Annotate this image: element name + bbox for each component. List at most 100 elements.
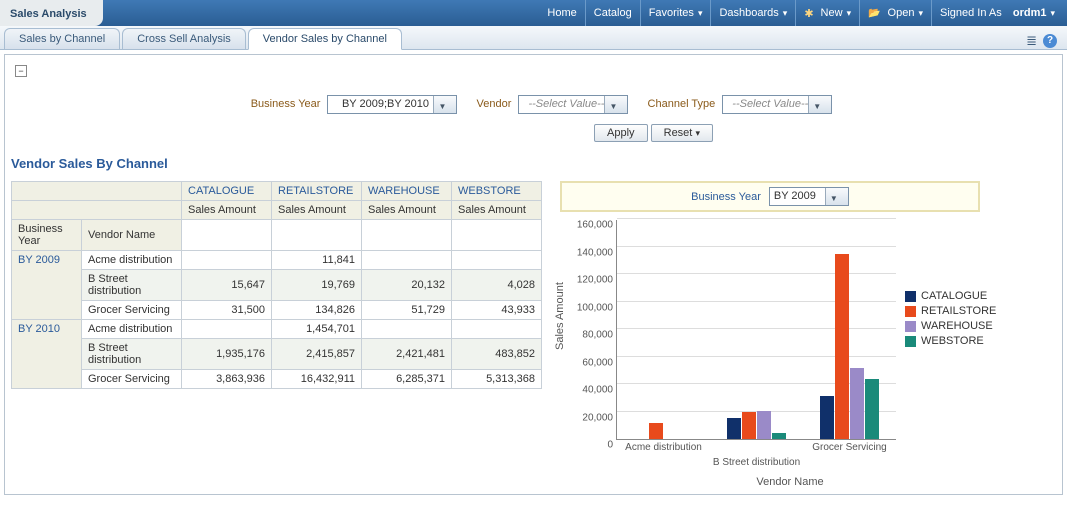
- legend-label: CATALOGUE: [921, 290, 987, 302]
- table-row: B Street distribution1,935,1762,415,8572…: [12, 339, 542, 370]
- chart-panel: Business Year BY 2009▼ Sales Amount 020,…: [560, 181, 980, 488]
- y-tick: 60,000: [582, 357, 617, 368]
- rowdim-year: Business Year: [12, 220, 82, 251]
- table-row: B Street distribution15,64719,76920,1324…: [12, 270, 542, 301]
- section-title: Vendor Sales By Channel: [11, 152, 1056, 181]
- vendor-cell: Acme distribution: [82, 320, 182, 339]
- pivot-table: CATALOGUE RETAILSTORE WAREHOUSE WEBSTORE…: [11, 181, 542, 389]
- legend-item: WEBSTORE: [905, 335, 996, 347]
- dropdown-icon: ▼: [825, 188, 848, 205]
- help-icon[interactable]: ?: [1043, 34, 1057, 48]
- bar-group: B Street distribution: [710, 220, 803, 439]
- legend-swatch: [905, 291, 916, 302]
- col-webstore[interactable]: WEBSTORE: [452, 182, 542, 201]
- signed-in-as[interactable]: Signed In As ordm1▾: [932, 0, 1067, 26]
- chevron-down-icon: ▾: [847, 8, 852, 19]
- apply-button[interactable]: Apply: [594, 124, 648, 142]
- filter-bar: Business Year BY 2009;BY 2010▼ Vendor --…: [11, 81, 1056, 120]
- value-cell: 4,028: [452, 270, 542, 301]
- dropdown-icon: ▼: [433, 96, 456, 113]
- app-title: Sales Analysis: [0, 0, 103, 26]
- y-tick: 80,000: [582, 330, 617, 341]
- value-cell: 11,841: [272, 251, 362, 270]
- options-icon[interactable]: ≣: [1026, 33, 1037, 49]
- year-cell[interactable]: BY 2009: [12, 251, 82, 320]
- filter-vendor-select[interactable]: --Select Value--▼: [518, 95, 628, 114]
- vendor-cell: Grocer Servicing: [82, 370, 182, 389]
- bar[interactable]: [820, 396, 834, 439]
- vendor-cell: B Street distribution: [82, 339, 182, 370]
- legend-item: CATALOGUE: [905, 290, 996, 302]
- y-tick: 160,000: [577, 220, 617, 231]
- value-cell: 43,933: [452, 301, 542, 320]
- legend-label: WEBSTORE: [921, 335, 984, 347]
- dropdown-icon: ▼: [604, 96, 627, 113]
- value-cell: 3,863,936: [182, 370, 272, 389]
- y-tick: 140,000: [577, 247, 617, 258]
- nav-open[interactable]: Open▾: [860, 0, 932, 26]
- value-cell: 15,647: [182, 270, 272, 301]
- value-cell: 16,432,911: [272, 370, 362, 389]
- filter-year-select[interactable]: BY 2009;BY 2010▼: [327, 95, 457, 114]
- page-body: − Business Year BY 2009;BY 2010▼ Vendor …: [4, 54, 1063, 495]
- value-cell: 20,132: [362, 270, 452, 301]
- col-warehouse[interactable]: WAREHOUSE: [362, 182, 452, 201]
- value-cell: 6,285,371: [362, 370, 452, 389]
- filter-label-channel: Channel Type: [648, 98, 716, 110]
- chevron-down-icon: ▾: [783, 8, 788, 19]
- vendor-cell: Acme distribution: [82, 251, 182, 270]
- year-cell[interactable]: BY 2010: [12, 320, 82, 389]
- dropdown-icon: ▼: [808, 96, 831, 113]
- legend-label: WAREHOUSE: [921, 320, 993, 332]
- bar[interactable]: [649, 423, 663, 439]
- nav-new[interactable]: New▾: [796, 0, 860, 26]
- tab-vendor-sales-by-channel[interactable]: Vendor Sales by Channel: [248, 28, 402, 50]
- reset-button[interactable]: Reset ▾: [651, 124, 713, 142]
- bar[interactable]: [850, 368, 864, 439]
- tab-cross-sell-analysis[interactable]: Cross Sell Analysis: [122, 28, 246, 49]
- value-cell: [452, 251, 542, 270]
- legend-item: RETAILSTORE: [905, 305, 996, 317]
- table-row: Grocer Servicing31,500134,82651,72943,93…: [12, 301, 542, 320]
- value-cell: [362, 251, 452, 270]
- value-cell: [452, 320, 542, 339]
- col-retailstore[interactable]: RETAILSTORE: [272, 182, 362, 201]
- table-row: Grocer Servicing3,863,93616,432,9116,285…: [12, 370, 542, 389]
- value-cell: 19,769: [272, 270, 362, 301]
- col-catalogue[interactable]: CATALOGUE: [182, 182, 272, 201]
- filter-channel-select[interactable]: --Select Value--▼: [722, 95, 832, 114]
- bar[interactable]: [727, 418, 741, 440]
- tab-sales-by-channel[interactable]: Sales by Channel: [4, 28, 120, 49]
- rowdim-vendor: Vendor Name: [82, 220, 182, 251]
- y-tick: 20,000: [582, 412, 617, 423]
- bar[interactable]: [742, 412, 756, 439]
- y-tick: 40,000: [582, 385, 617, 396]
- nav-catalog[interactable]: Catalog: [586, 0, 641, 26]
- chevron-down-icon: ▾: [698, 8, 703, 19]
- value-cell: 1,935,176: [182, 339, 272, 370]
- value-cell: 51,729: [362, 301, 452, 320]
- tab-row: Sales by Channel Cross Sell Analysis Ven…: [0, 26, 1067, 50]
- x-tick-label: B Street distribution: [713, 439, 800, 468]
- chart-filter-label: Business Year: [691, 191, 761, 203]
- bar[interactable]: [835, 254, 849, 439]
- y-tick: 120,000: [577, 275, 617, 286]
- nav-home[interactable]: Home: [539, 0, 585, 26]
- nav-favorites[interactable]: Favorites▾: [641, 0, 712, 26]
- legend-swatch: [905, 336, 916, 347]
- bar-group: Grocer Servicing: [803, 220, 896, 439]
- top-bar: Sales Analysis Home Catalog Favorites▾ D…: [0, 0, 1067, 26]
- x-axis-title: Vendor Name: [560, 470, 980, 488]
- bar[interactable]: [865, 379, 879, 439]
- gridline: [617, 218, 896, 219]
- nav-dashboards[interactable]: Dashboards▾: [711, 0, 796, 26]
- chart-year-select[interactable]: BY 2009▼: [769, 187, 849, 206]
- bar[interactable]: [757, 411, 771, 439]
- y-tick: 100,000: [577, 302, 617, 313]
- value-cell: 2,415,857: [272, 339, 362, 370]
- filter-label-year: Business Year: [251, 98, 321, 110]
- collapse-toggle[interactable]: −: [15, 65, 27, 77]
- value-cell: [362, 320, 452, 339]
- vendor-cell: B Street distribution: [82, 270, 182, 301]
- legend-item: WAREHOUSE: [905, 320, 996, 332]
